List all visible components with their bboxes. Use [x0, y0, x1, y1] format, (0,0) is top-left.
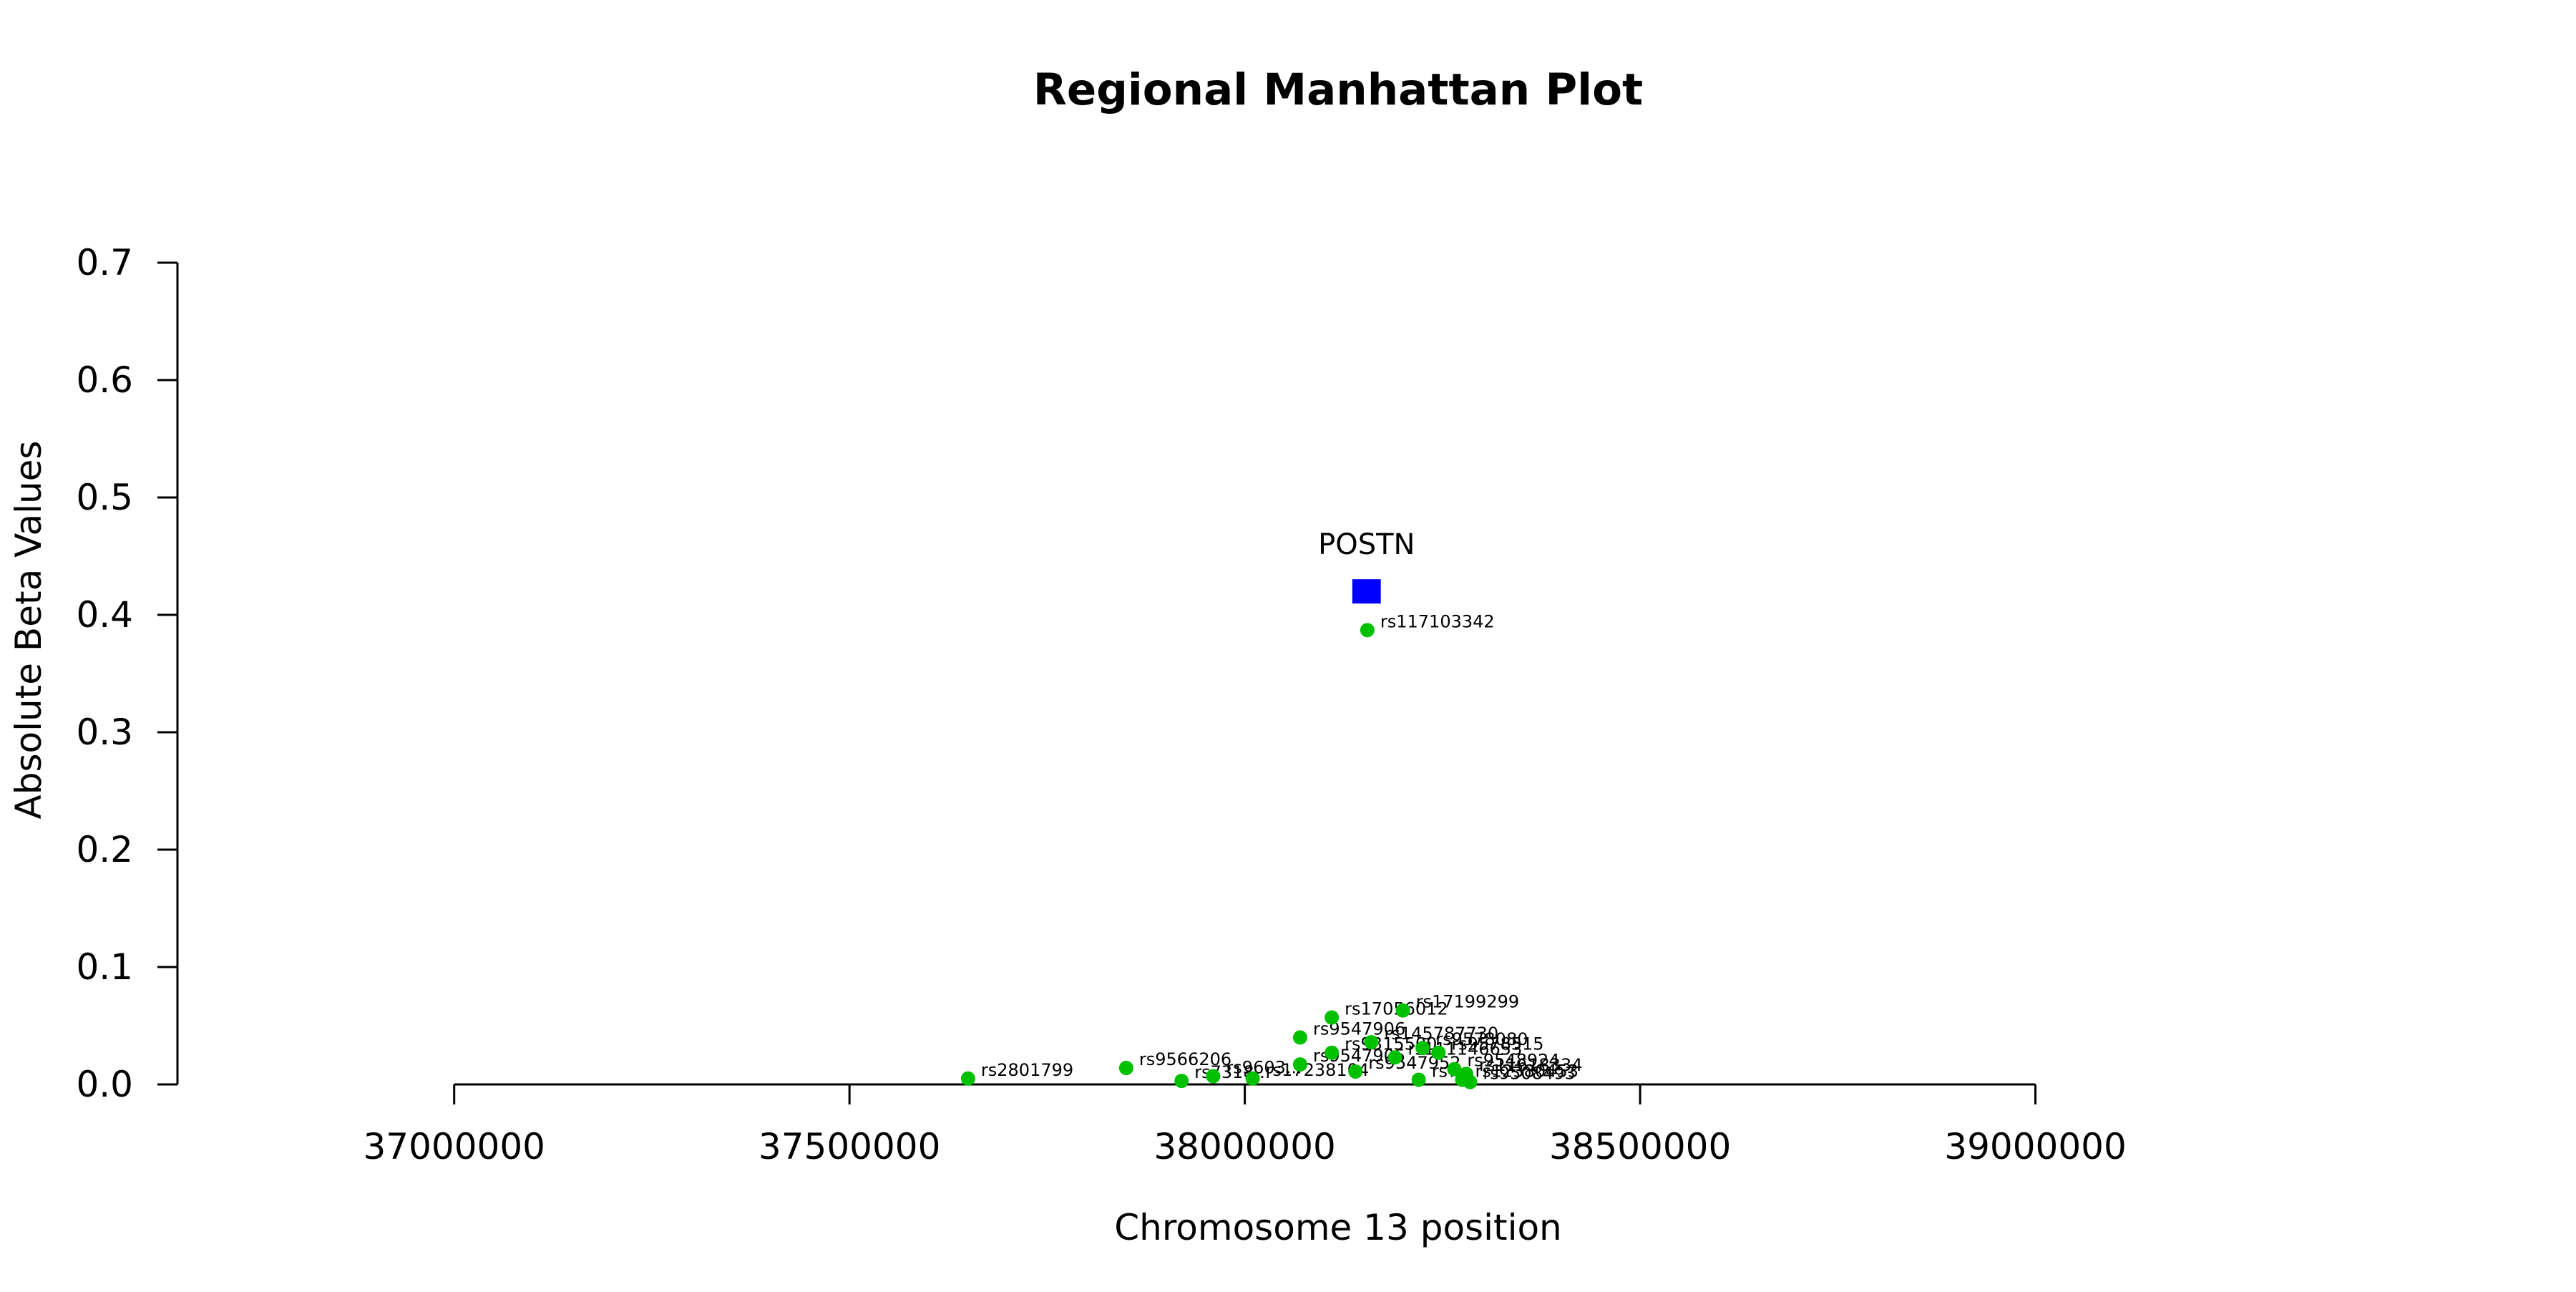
y-tick-label: 0.2 — [76, 829, 133, 870]
y-tick-label: 0.6 — [76, 359, 133, 401]
snp-point — [1447, 1062, 1462, 1077]
snp-label: rs9548924 — [1467, 1051, 1559, 1071]
y-tick-label: 0.1 — [76, 946, 133, 988]
y-tick-label: 0.5 — [76, 477, 133, 518]
snp-point — [1292, 1057, 1307, 1072]
y-tick-label: 0.3 — [76, 711, 133, 753]
snp-point — [1245, 1071, 1260, 1086]
snp-point — [1395, 1003, 1410, 1018]
snp-point — [1415, 1041, 1430, 1056]
snp-label: rs9566206 — [1139, 1049, 1231, 1069]
snp-point — [1360, 623, 1375, 638]
snp-point — [1348, 1064, 1363, 1079]
snp-label: rs17199299 — [1416, 992, 1520, 1012]
snp-label: rs9547952 — [1368, 1053, 1460, 1073]
x-axis-label: Chromosome 13 position — [1114, 1207, 1562, 1248]
snp-point — [1324, 1045, 1340, 1060]
snp-point — [1118, 1061, 1133, 1076]
snp-point — [1364, 1034, 1379, 1049]
y-tick-label: 0.4 — [76, 594, 133, 636]
snp-label: rs9508493 — [1483, 1064, 1576, 1084]
snp-label: rs117103342 — [1380, 611, 1495, 631]
snp-point — [1463, 1074, 1478, 1089]
x-tick-label: 37000000 — [363, 1126, 545, 1167]
snp-point — [1206, 1069, 1221, 1084]
y-tick-label: 0.0 — [76, 1064, 133, 1105]
x-tick-label: 38000000 — [1153, 1126, 1336, 1167]
x-tick-label: 37500000 — [758, 1126, 941, 1167]
x-tick-label: 39000000 — [1944, 1126, 2127, 1167]
snp-label: rs9578080 — [1435, 1029, 1528, 1049]
snp-label: rs145787730 — [1384, 1024, 1498, 1044]
snp-point — [1324, 1010, 1340, 1025]
y-axis-label-text: Absolute Beta Values — [8, 440, 49, 820]
y-tick-label: 0.7 — [76, 242, 133, 283]
gene-label: POSTN — [1318, 528, 1415, 561]
x-tick-label: 38500000 — [1549, 1126, 1732, 1167]
snp-label: rs9578515 — [1451, 1034, 1543, 1054]
snp-point — [1174, 1074, 1189, 1089]
snp-label: rs9603... — [1226, 1058, 1302, 1078]
snp-label: rs11618334 — [1479, 1055, 1583, 1075]
snp-point — [1411, 1072, 1426, 1087]
snp-point — [1292, 1030, 1307, 1045]
chart-title: Regional Manhattan Plot — [1033, 64, 1644, 115]
snp-label: rs2801799 — [981, 1060, 1073, 1080]
snp-label: rs12380453 — [1475, 1061, 1579, 1081]
snp-point — [1431, 1045, 1446, 1060]
gene-marker — [1352, 579, 1381, 604]
snp-point — [1387, 1050, 1402, 1065]
snp-point — [960, 1071, 975, 1086]
